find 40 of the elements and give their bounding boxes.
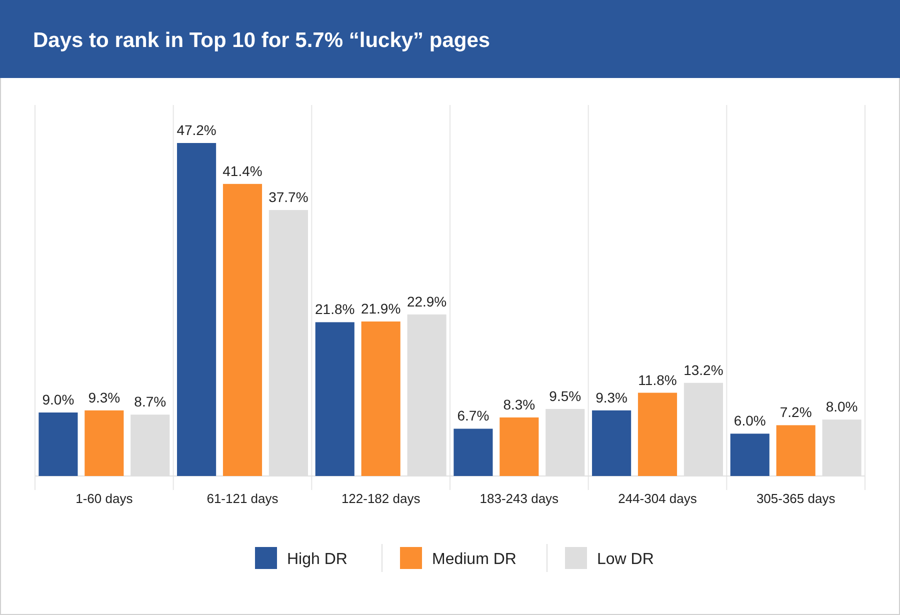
data-label: 11.8% <box>638 372 677 388</box>
x-tick-label: 183-243 days <box>480 491 560 506</box>
x-tick-label: 122-182 days <box>341 491 421 506</box>
data-label: 21.9% <box>360 300 401 316</box>
bar <box>177 143 216 476</box>
x-tick-label: 1-60 days <box>76 491 134 506</box>
data-label: 9.3% <box>596 389 628 406</box>
bar <box>454 428 493 476</box>
x-tick-label: 61-121 days <box>206 491 279 506</box>
data-label: 8.3% <box>503 396 536 412</box>
x-tick-label: 305-365 days <box>756 491 836 506</box>
data-label: 9.3% <box>88 389 120 406</box>
legend-label: Medium DR <box>432 551 516 568</box>
data-label: 37.7% <box>268 189 308 206</box>
bar <box>84 410 124 476</box>
data-label: 41.4% <box>222 162 262 179</box>
x-tick-label: 244-304 days <box>618 491 698 506</box>
data-label: 9.5% <box>549 388 582 404</box>
bar <box>500 417 539 476</box>
bar <box>638 392 678 476</box>
data-label: 7.2% <box>780 404 812 420</box>
bar <box>315 322 354 476</box>
bar <box>361 321 400 476</box>
chart-title: Days to rank in Top 10 for 5.7% “lucky” pages <box>33 29 490 52</box>
data-label: 21.8% <box>315 301 355 318</box>
bar <box>222 184 262 476</box>
data-label: 47.2% <box>176 122 216 138</box>
bar <box>38 412 78 476</box>
data-label: 8.0% <box>826 398 858 415</box>
bar <box>592 410 632 476</box>
bar <box>730 434 770 476</box>
data-label: 6.7% <box>457 408 490 424</box>
data-label: 9.0% <box>42 392 74 408</box>
data-label: 13.2% <box>684 362 724 378</box>
data-label: 8.7% <box>134 394 166 410</box>
data-label: 22.9% <box>406 293 447 310</box>
data-label: 6.0% <box>734 412 766 429</box>
bar <box>776 425 816 476</box>
legend-label: Low DR <box>597 551 654 568</box>
legend-label: High DR <box>287 551 348 568</box>
